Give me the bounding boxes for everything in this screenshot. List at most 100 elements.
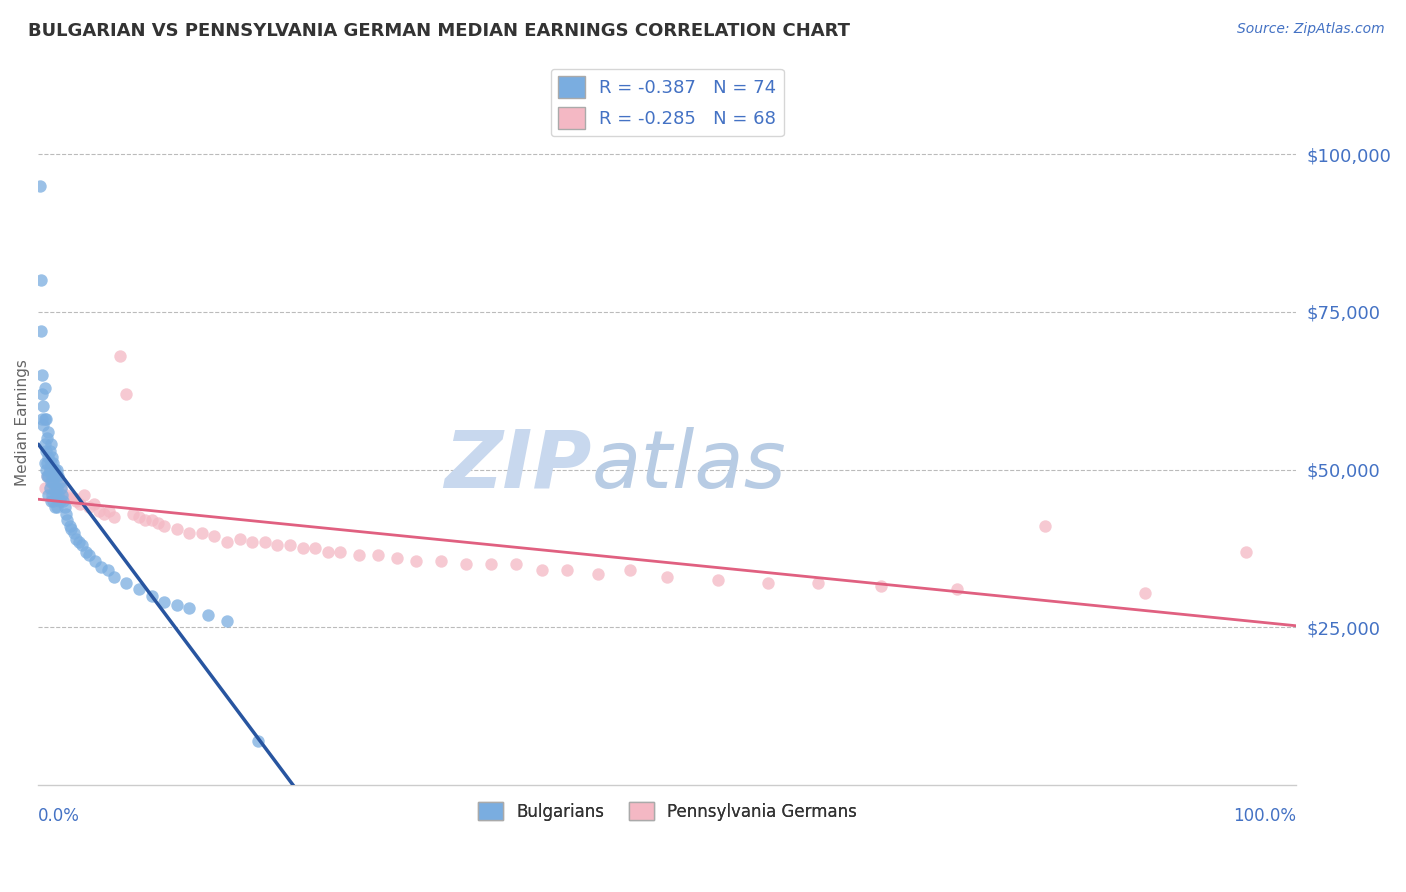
Point (121, 507, 143, 521)
Point (67, 535, 90, 549)
Point (42, 456, 65, 470)
Point (75, 544, 97, 558)
Point (870, 579, 893, 593)
Point (31, 412, 53, 426)
Point (62, 525, 84, 540)
Point (530, 564, 553, 578)
Point (103, 570, 125, 584)
Point (93, 507, 115, 521)
Point (45, 468, 67, 483)
Point (77, 548, 100, 562)
Point (103, 509, 125, 524)
Point (31, 368, 53, 382)
Point (405, 554, 427, 568)
Point (41, 450, 63, 464)
Point (153, 595, 176, 609)
Point (48, 475, 70, 490)
Point (97, 503, 120, 517)
Point (72, 488, 94, 502)
Point (37, 468, 59, 483)
Point (505, 557, 527, 571)
Point (179, 525, 201, 540)
Point (48, 488, 70, 502)
Point (329, 544, 352, 558)
Point (807, 576, 830, 591)
Point (430, 554, 453, 568)
Text: atlas: atlas (592, 426, 786, 505)
Point (41, 488, 63, 502)
Point (34, 412, 56, 426)
Point (59, 519, 82, 533)
Point (52, 494, 75, 508)
Point (87, 503, 110, 517)
Point (48, 475, 70, 490)
Point (83, 497, 105, 511)
Point (479, 557, 502, 571)
Point (48, 494, 70, 508)
Point (30, 324, 52, 338)
Point (146, 516, 169, 530)
Point (586, 566, 609, 581)
Point (55, 488, 77, 502)
Point (65, 494, 87, 508)
Point (34, 437, 56, 451)
Legend: Bulgarians, Pennsylvania Germans: Bulgarians, Pennsylvania Germans (471, 796, 863, 827)
Point (55, 507, 77, 521)
Point (44, 500, 66, 515)
Point (555, 564, 578, 578)
Point (72, 538, 94, 552)
Point (619, 564, 641, 578)
Point (48, 488, 70, 502)
Point (53, 500, 76, 515)
Point (204, 529, 226, 543)
Point (37, 488, 59, 502)
Point (37, 468, 59, 483)
Point (41, 475, 63, 490)
Point (44, 462, 66, 476)
Point (77, 500, 100, 515)
Point (166, 598, 188, 612)
Text: ZIP: ZIP (444, 426, 592, 505)
Point (240, 535, 263, 549)
Point (35, 443, 58, 458)
Point (30, 273, 52, 287)
Point (39, 456, 62, 470)
Point (35, 462, 58, 476)
Point (1033, 519, 1056, 533)
Point (42, 482, 65, 496)
Text: 100.0%: 100.0% (1233, 806, 1296, 824)
Point (228, 532, 250, 546)
Point (39, 462, 62, 476)
Point (197, 607, 219, 622)
Point (65, 532, 87, 546)
Point (253, 535, 276, 549)
Text: Source: ZipAtlas.com: Source: ZipAtlas.com (1237, 22, 1385, 37)
Point (34, 482, 56, 496)
Point (60, 523, 83, 537)
Point (316, 544, 339, 558)
Point (266, 538, 288, 552)
Point (49, 482, 72, 496)
Point (39, 437, 62, 451)
Point (32, 418, 55, 433)
Point (45, 488, 67, 502)
Text: BULGARIAN VS PENNSYLVANIA GERMAN MEDIAN EARNINGS CORRELATION CHART: BULGARIAN VS PENNSYLVANIA GERMAN MEDIAN … (28, 22, 851, 40)
Point (37, 425, 59, 439)
Point (69, 497, 91, 511)
Point (134, 513, 156, 527)
Point (291, 541, 314, 556)
Point (46, 500, 69, 515)
Point (37, 456, 59, 470)
Point (44, 468, 66, 483)
Point (90, 560, 112, 574)
Point (38, 443, 60, 458)
Point (115, 387, 138, 401)
Text: 0.0%: 0.0% (38, 806, 80, 824)
Point (115, 576, 138, 591)
Point (45, 488, 67, 502)
Point (706, 573, 728, 587)
Point (215, 535, 238, 549)
Point (108, 349, 131, 363)
Point (454, 557, 477, 571)
Point (153, 519, 176, 533)
